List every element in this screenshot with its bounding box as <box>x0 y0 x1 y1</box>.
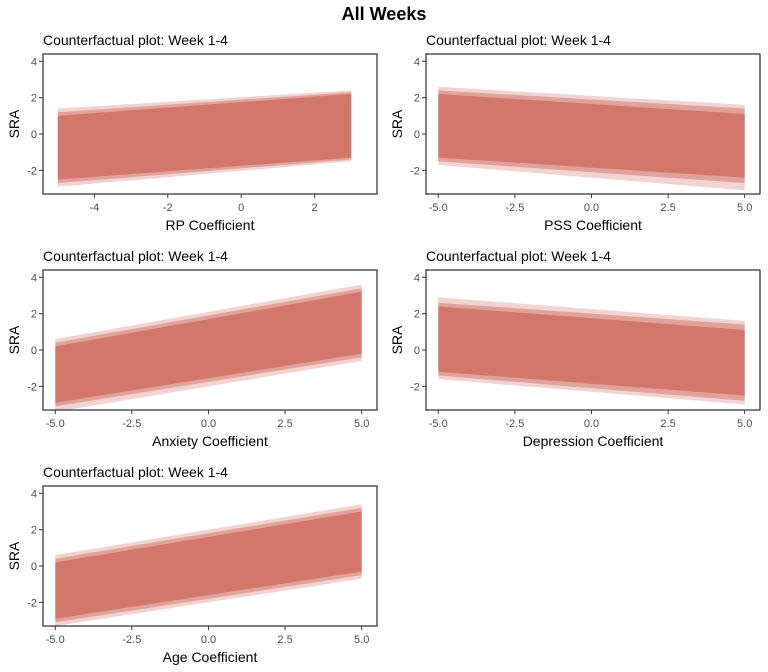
bands <box>55 284 362 410</box>
band-series-2 <box>55 507 362 623</box>
x-tick-label: 2.5 <box>660 418 675 430</box>
x-tick-label: 0.0 <box>201 634 216 646</box>
x-axis-title: Anxiety Coefficient <box>152 433 268 449</box>
x-tick-label: -5.0 <box>46 634 65 646</box>
bands <box>438 86 745 191</box>
y-tick-label: 4 <box>31 272 37 284</box>
x-tick-label: -5.0 <box>46 418 65 430</box>
x-tick-label: 2.5 <box>277 418 292 430</box>
y-tick-label: 2 <box>31 525 37 537</box>
panel-title: Counterfactual plot: Week 1-4 <box>426 248 611 264</box>
band-series-2 <box>55 288 362 407</box>
x-tick-label: 2.5 <box>277 634 292 646</box>
y-tick-label: 0 <box>414 345 420 357</box>
x-axis-title: Depression Coefficient <box>523 433 664 449</box>
y-tick-label: 2 <box>414 93 420 105</box>
x-axis-title: RP Coefficient <box>166 217 255 233</box>
panel-title: Counterfactual plot: Week 1-4 <box>43 32 228 48</box>
bands <box>55 504 362 626</box>
band-series-1 <box>57 90 352 187</box>
chart-panel-4: Counterfactual plot: Week 1-4 -5.0 -2.5 0.0… <box>389 248 761 449</box>
band-series-2 <box>438 90 745 184</box>
y-tick-label: -2 <box>410 165 420 177</box>
y-tick-label: 2 <box>31 309 37 321</box>
bands <box>438 297 745 405</box>
panel-border <box>425 53 761 195</box>
y-tick-label: 0 <box>31 561 37 573</box>
y-tick-label: 0 <box>414 129 420 141</box>
y-axis-title: SRA <box>6 109 22 138</box>
y-tick-label: 4 <box>414 56 420 68</box>
chart-panel-2: Counterfactual plot: Week 1-4 -5.0 -2.5 0.0… <box>389 32 761 233</box>
x-tick-label: 0 <box>238 202 244 214</box>
y-tick-label: -2 <box>27 381 37 393</box>
y-tick-label: 0 <box>31 129 37 141</box>
x-axis-title: Age Coefficient <box>163 649 258 665</box>
x-tick-label: -2.5 <box>122 634 141 646</box>
band-series-1 <box>438 86 745 191</box>
y-tick-label: 2 <box>414 309 420 321</box>
x-tick-label: -5.0 <box>429 418 448 430</box>
panel-border <box>42 485 378 627</box>
band-series-3 <box>57 94 352 180</box>
x-tick-label: 2 <box>312 202 318 214</box>
panel-title: Counterfactual plot: Week 1-4 <box>43 464 228 480</box>
band-series-3 <box>55 291 362 403</box>
panel-border <box>425 269 761 411</box>
y-tick-label: 4 <box>31 56 37 68</box>
y-tick-label: 0 <box>31 345 37 357</box>
band-series-3 <box>438 306 745 396</box>
x-tick-label: 0.0 <box>584 202 599 214</box>
x-tick-label: 5.0 <box>354 418 369 430</box>
y-tick-label: -2 <box>27 597 37 609</box>
panel-border <box>42 269 378 411</box>
x-tick-label: 5.0 <box>737 202 752 214</box>
y-axis-title: SRA <box>389 325 405 354</box>
y-axis-title: SRA <box>6 541 22 570</box>
panel-border <box>42 53 378 195</box>
y-tick-label: -2 <box>410 381 420 393</box>
y-tick-label: 4 <box>31 488 37 500</box>
x-tick-label: -2.5 <box>505 202 524 214</box>
band-series-3 <box>55 511 362 619</box>
x-tick-label: 5.0 <box>354 634 369 646</box>
figure-title: All Weeks <box>342 4 427 24</box>
x-tick-label: -2.5 <box>505 418 524 430</box>
band-series-2 <box>57 92 352 184</box>
y-tick-label: 4 <box>414 272 420 284</box>
x-tick-label: 2.5 <box>660 202 675 214</box>
y-axis-title: SRA <box>389 109 405 138</box>
band-series-1 <box>438 297 745 405</box>
chart-panel-5: Counterfactual plot: Week 1-4 -5.0 -2.5 0.0… <box>6 464 378 665</box>
chart-panel-3: Counterfactual plot: Week 1-4 -5.0 -2.5 0.0… <box>6 248 378 449</box>
y-axis-title: SRA <box>6 325 22 354</box>
chart-panel-1: Counterfactual plot: Week 1-4 -4 -2 0 2 -2 0 2 4… <box>6 32 378 233</box>
panel-title: Counterfactual plot: Week 1-4 <box>43 248 228 264</box>
x-tick-label: 5.0 <box>737 418 752 430</box>
panel-title: Counterfactual plot: Week 1-4 <box>426 32 611 48</box>
x-tick-label: -2.5 <box>122 418 141 430</box>
band-series-1 <box>55 284 362 410</box>
x-tick-label: -5.0 <box>429 202 448 214</box>
y-tick-label: 2 <box>31 93 37 105</box>
x-tick-label: 0.0 <box>584 418 599 430</box>
band-series-3 <box>438 94 745 178</box>
band-series-1 <box>55 504 362 626</box>
band-series-2 <box>438 302 745 401</box>
x-tick-label: 0.0 <box>201 418 216 430</box>
x-tick-label: -4 <box>89 202 99 214</box>
bands <box>57 90 352 187</box>
x-axis-title: PSS Coefficient <box>544 217 642 233</box>
x-tick-label: -2 <box>163 202 173 214</box>
y-tick-label: -2 <box>27 165 37 177</box>
